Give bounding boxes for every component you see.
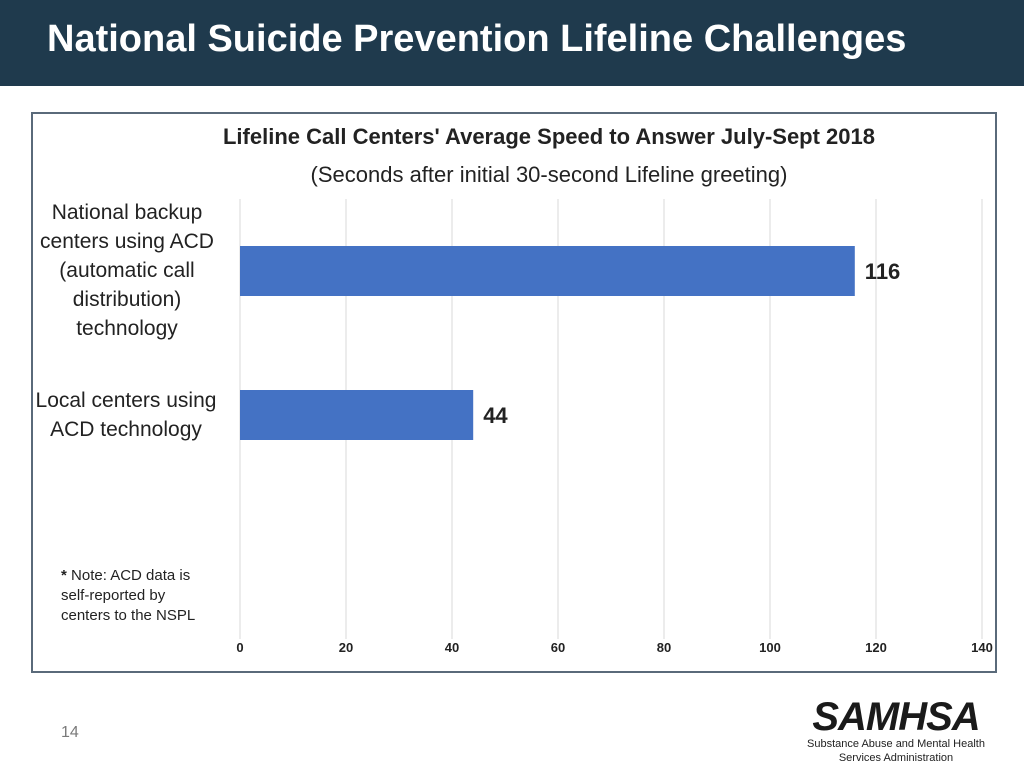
category-label-line: (automatic call [59, 259, 195, 282]
category-label-line: National backup [51, 201, 203, 224]
x-tick-label: 140 [971, 640, 993, 655]
chart-note: * Note: ACD data is self-reported by cen… [61, 566, 201, 626]
category-label-line: centers using ACD [40, 230, 214, 253]
data-label: 116 [865, 259, 901, 284]
logo-subtitle-line2: Services Administration [838, 752, 954, 764]
page-number: 14 [61, 724, 79, 741]
category-label-line: Local centers using [35, 389, 217, 412]
note-text: Note: ACD data is self-reported by cente… [61, 567, 196, 624]
chart-subtitle: (Seconds after initial 30-second Lifelin… [310, 162, 788, 187]
data-label: 44 [483, 403, 508, 428]
bar-chart: 0 20 40 60 80 100 120 140 116 44 [236, 199, 993, 655]
x-tick-label: 60 [551, 640, 565, 655]
slide-header: National Suicide Prevention Lifeline Cha… [0, 0, 1024, 86]
category-label-line: technology [76, 317, 178, 340]
chart-title: Lifeline Call Centers' Average Speed to … [222, 124, 875, 149]
x-tick-label: 0 [236, 640, 243, 655]
category-label-line: ACD technology [50, 418, 202, 441]
slide-title: National Suicide Prevention Lifeline Cha… [47, 18, 907, 60]
category-label-local-centers: Local centers using ACD technology [33, 386, 219, 444]
category-label-line: distribution) [72, 288, 182, 311]
x-tick-label: 120 [865, 640, 887, 655]
x-tick-label: 80 [657, 640, 671, 655]
category-label-national-backup: National backup centers using ACD (autom… [33, 198, 221, 343]
logo-subtitle-line1: Substance Abuse and Mental Health [807, 738, 985, 750]
x-tick-label: 40 [445, 640, 459, 655]
x-tick-label: 100 [759, 640, 781, 655]
note-star: * [61, 567, 72, 584]
logo-wordmark: SAMHSA [812, 695, 980, 739]
samhsa-logo: SAMHSA Substance Abuse and Mental Health… [806, 697, 986, 765]
chart-frame: Lifeline Call Centers' Average Speed to … [31, 112, 997, 673]
bar [240, 246, 855, 296]
bar [240, 390, 474, 440]
x-tick-label: 20 [339, 640, 353, 655]
